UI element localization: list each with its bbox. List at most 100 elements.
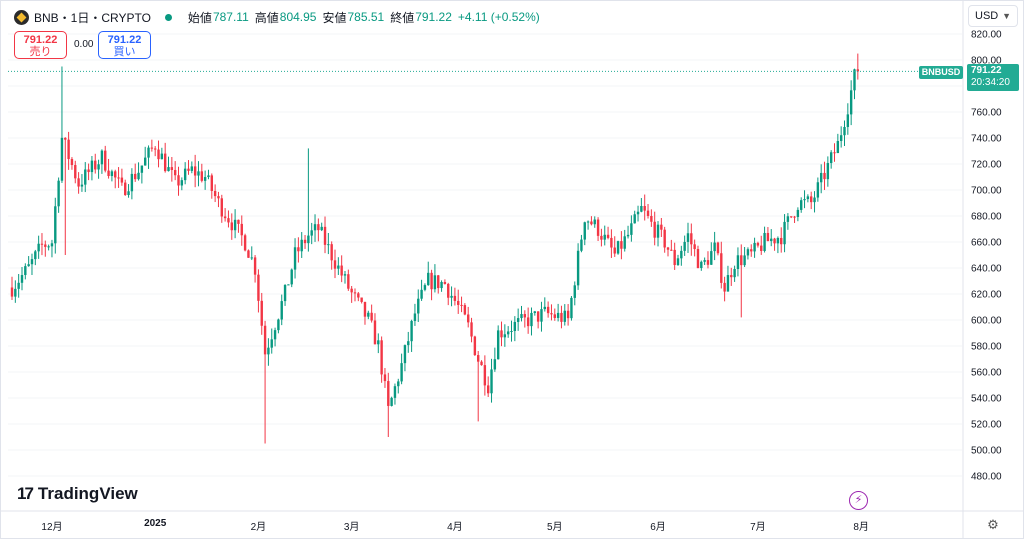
candle-body	[483, 365, 487, 386]
candle-body	[616, 241, 620, 254]
candle-body	[263, 325, 267, 355]
candle-body	[227, 218, 230, 223]
candle-body	[706, 260, 710, 265]
candle-body	[257, 274, 260, 301]
candle-body	[363, 301, 367, 317]
candle-body	[606, 234, 610, 238]
symbol-title[interactable]: BNB・1日・CRYPTO	[34, 10, 151, 25]
candle-body	[783, 221, 786, 245]
change-value: +4.11 (+0.52%)	[457, 10, 540, 24]
y-tick-label: 660.00	[971, 238, 1002, 249]
candle-body	[340, 265, 343, 276]
candle-body	[666, 247, 670, 250]
y-tick-label: 680.00	[971, 212, 1002, 223]
tradingview-logo[interactable]: 17 TradingView	[17, 484, 138, 504]
candle-body	[80, 184, 84, 187]
candle-body	[700, 261, 703, 269]
symbol-price-label: BNBUSD	[919, 66, 963, 79]
candle-body	[570, 297, 573, 319]
candle-body	[64, 137, 67, 140]
candle-body	[680, 250, 683, 259]
y-tick-label: 720.00	[971, 160, 1002, 171]
candle-body	[360, 297, 363, 302]
candle-body	[543, 306, 546, 310]
candle-body	[367, 312, 370, 317]
candle-body	[813, 197, 816, 203]
candle-body	[770, 238, 773, 242]
y-tick-label: 520.00	[971, 420, 1002, 431]
candle-body	[357, 293, 360, 298]
candle-body	[786, 216, 790, 222]
candle-body	[546, 306, 550, 314]
candle-body	[50, 243, 54, 247]
x-tick-label: 12月	[41, 522, 63, 533]
candle-body	[440, 281, 443, 289]
candle-body	[114, 171, 117, 178]
candle-body	[713, 242, 716, 252]
candle-body	[626, 234, 630, 237]
candle-body	[117, 177, 120, 179]
tradingview-logo-icon: 17	[17, 484, 34, 503]
candle-body	[387, 381, 390, 406]
candle-body	[220, 198, 223, 217]
last-price-label: 791.22 20:34:20	[967, 64, 1019, 91]
close-label: 終値	[390, 10, 415, 25]
candle-body	[107, 170, 110, 177]
gear-icon[interactable]: ⚙	[987, 517, 999, 532]
candle-body	[453, 295, 457, 301]
lightning-icon[interactable]: ⚡	[849, 491, 868, 510]
candle-body	[180, 180, 184, 186]
currency-selector[interactable]: USD ▼	[968, 5, 1018, 27]
candle-body	[816, 182, 820, 198]
candle-body	[410, 320, 413, 342]
candle-body	[736, 255, 740, 270]
sell-button[interactable]: 791.22 売り	[14, 31, 67, 59]
candle-body	[533, 311, 537, 313]
candle-body	[77, 178, 80, 187]
candle-body	[390, 397, 393, 406]
candle-body	[760, 245, 763, 251]
y-tick-label: 580.00	[971, 342, 1002, 353]
candle-body	[473, 336, 477, 356]
candle-body	[74, 165, 77, 179]
candle-body	[307, 235, 310, 244]
candle-body	[94, 160, 97, 170]
candle-body	[643, 206, 646, 211]
candle-body	[510, 330, 513, 332]
candle-body	[590, 221, 593, 225]
candle-body	[300, 239, 303, 252]
candle-body	[243, 235, 247, 251]
candle-body	[317, 224, 320, 231]
candle-body	[427, 272, 430, 286]
candle-body	[573, 285, 576, 298]
candle-body	[480, 361, 483, 366]
candle-body	[97, 164, 100, 170]
candle-body	[716, 242, 720, 254]
candle-body	[553, 314, 556, 318]
open-label: 始値	[187, 10, 212, 25]
candle-body	[723, 282, 726, 292]
candle-body	[803, 199, 806, 201]
candle-body	[217, 196, 220, 199]
candle-body	[846, 114, 850, 127]
candle-body	[630, 223, 633, 235]
x-tick-label: 3月	[343, 522, 360, 533]
market-status-icon[interactable]	[164, 13, 172, 21]
buy-button[interactable]: 791.22 買い	[98, 31, 151, 59]
candle-body	[656, 224, 660, 238]
candle-body	[14, 288, 17, 297]
last-price-value: 791.22	[971, 65, 1002, 76]
candle-body	[273, 330, 277, 340]
candle-body	[703, 260, 706, 262]
candle-body	[563, 310, 566, 322]
candle-body	[153, 148, 157, 150]
candle-body	[503, 334, 507, 338]
candle-body	[137, 172, 140, 180]
candle-body	[470, 322, 473, 337]
candle-body	[37, 243, 40, 252]
candle-body	[40, 243, 44, 245]
candle-body	[437, 275, 440, 289]
candle-body	[636, 211, 640, 215]
candle-body	[110, 171, 114, 177]
